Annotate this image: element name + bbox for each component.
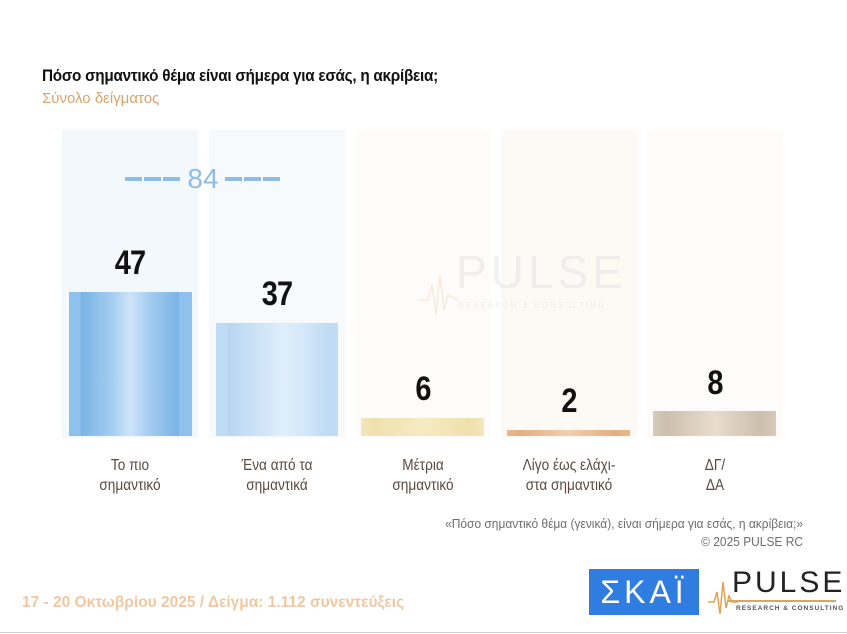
chart-subtitle: Σύνολο δείγματος xyxy=(42,90,160,107)
bracket-line-right xyxy=(224,177,281,181)
bar-value-3: 6 xyxy=(415,370,431,408)
category-label-5: ΔΓ/ ΔΑ xyxy=(704,457,726,494)
skai-logo: ΣΚΑΪ xyxy=(589,569,699,615)
pulse-logo: PULSE RESEARCH & CONSULTING xyxy=(708,566,843,618)
bottom-divider xyxy=(0,632,847,633)
category-label-2: Ένα από τα σημαντικά xyxy=(241,457,313,494)
bar-value-4: 2 xyxy=(561,382,577,420)
bar-5 xyxy=(653,411,776,436)
fieldwork-info: 17 - 20 Οκτωβρίου 2025 / Δείγμα: 1.112 σ… xyxy=(22,594,405,611)
bar-1 xyxy=(69,292,192,436)
column-bg-3 xyxy=(355,130,491,438)
bracket-total-value: 84 xyxy=(187,163,219,194)
category-label-3: Μέτρια σημαντικό xyxy=(392,457,454,494)
category-label-1: Το πιο σημαντικό xyxy=(99,457,161,494)
bar-value-1: 47 xyxy=(114,244,146,282)
category-label-4: Λίγο έως ελάχι- στα σημαντικό xyxy=(522,457,616,494)
bar-value-5: 8 xyxy=(707,364,723,402)
column-bg-5 xyxy=(647,130,783,438)
bar-4 xyxy=(507,430,630,436)
bar-2 xyxy=(216,323,338,436)
column-bg-4 xyxy=(501,130,637,438)
chart-title: Πόσο σημαντικό θέμα είναι σήμερα για εσά… xyxy=(42,66,438,85)
pulse-watermark: PULSE RESEARCH & CONSULTING xyxy=(418,245,623,316)
bracket-line-left xyxy=(125,177,182,181)
bar-3 xyxy=(361,418,484,436)
total-bracket: 84 xyxy=(122,162,284,196)
bar-value-2: 37 xyxy=(261,275,293,313)
source-question: «Πόσο σημαντικό θέμα (γενικά), είναι σήμ… xyxy=(445,516,803,531)
pulse-wave-icon xyxy=(418,274,458,316)
source-note: «Πόσο σημαντικό θέμα (γενικά), είναι σήμ… xyxy=(445,515,803,551)
copyright: © 2025 PULSE RC xyxy=(701,534,803,549)
